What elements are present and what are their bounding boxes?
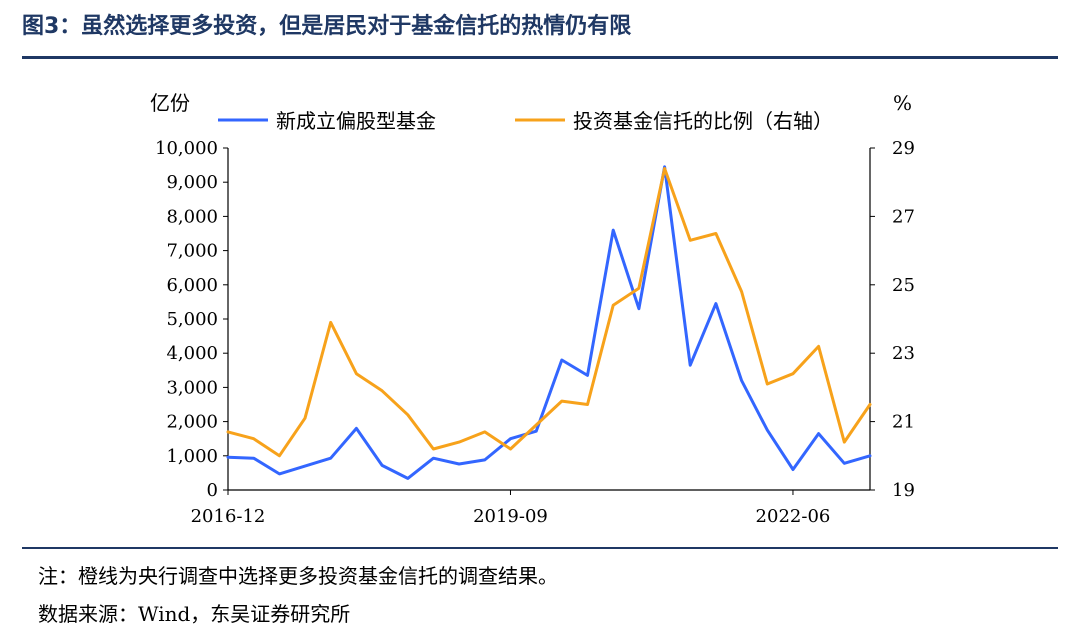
left-tick-label: 0 <box>207 480 218 501</box>
right-tick-label: 21 <box>892 412 915 433</box>
right-tick-label: 23 <box>892 343 915 364</box>
left-tick-label: 8,000 <box>166 206 218 227</box>
left-tick-label: 6,000 <box>166 275 218 296</box>
left-tick-label: 9,000 <box>166 172 218 193</box>
left-unit-label: 亿份 <box>150 91 190 115</box>
left-tick-label: 7,000 <box>166 241 218 262</box>
series-line-orange <box>226 167 872 458</box>
left-tick-label: 1,000 <box>166 446 218 467</box>
x-tick-label: 2019-09 <box>473 506 548 527</box>
right-tick-label: 27 <box>892 206 915 227</box>
figure-title: 图3：虽然选择更多投资，但是居民对于基金信托的热情仍有限 <box>22 14 632 39</box>
right-tick-label: 29 <box>892 138 915 159</box>
legend-label-blue: 新成立偏股型基金 <box>276 109 436 133</box>
footer-rule <box>22 547 1058 549</box>
x-tick-label: 2022-06 <box>756 506 831 527</box>
data-source: 数据来源：Wind，东吴证券研究所 <box>38 602 351 626</box>
left-tick-label: 5,000 <box>166 309 218 330</box>
series-line-blue <box>226 165 872 480</box>
series-layer <box>226 165 872 480</box>
left-tick-label: 2,000 <box>166 412 218 433</box>
left-tick-label: 4,000 <box>166 343 218 364</box>
right-tick-label: 25 <box>892 275 915 296</box>
chart-note: 注：橙线为央行调查中选择更多投资基金信托的调查结果。 <box>38 564 558 588</box>
right-tick-label: 19 <box>892 480 915 501</box>
title-rule <box>22 56 1058 59</box>
legend-label-orange: 投资基金信托的比例（右轴） <box>573 109 833 133</box>
left-tick-label: 10,000 <box>155 138 218 159</box>
right-unit-label: % <box>893 91 912 115</box>
left-tick-label: 3,000 <box>166 377 218 398</box>
axes: 0 1,000 2,000 3,000 4,000 5,000 6,000 7,000 8,00… <box>155 138 915 527</box>
x-tick-label: 2016-12 <box>191 506 266 527</box>
chart: 0 1,000 2,000 3,000 4,000 5,000 6,000 7,000 8,00… <box>150 91 915 527</box>
legend: 新成立偏股型基金 投资基金信托的比例（右轴） <box>218 109 833 133</box>
